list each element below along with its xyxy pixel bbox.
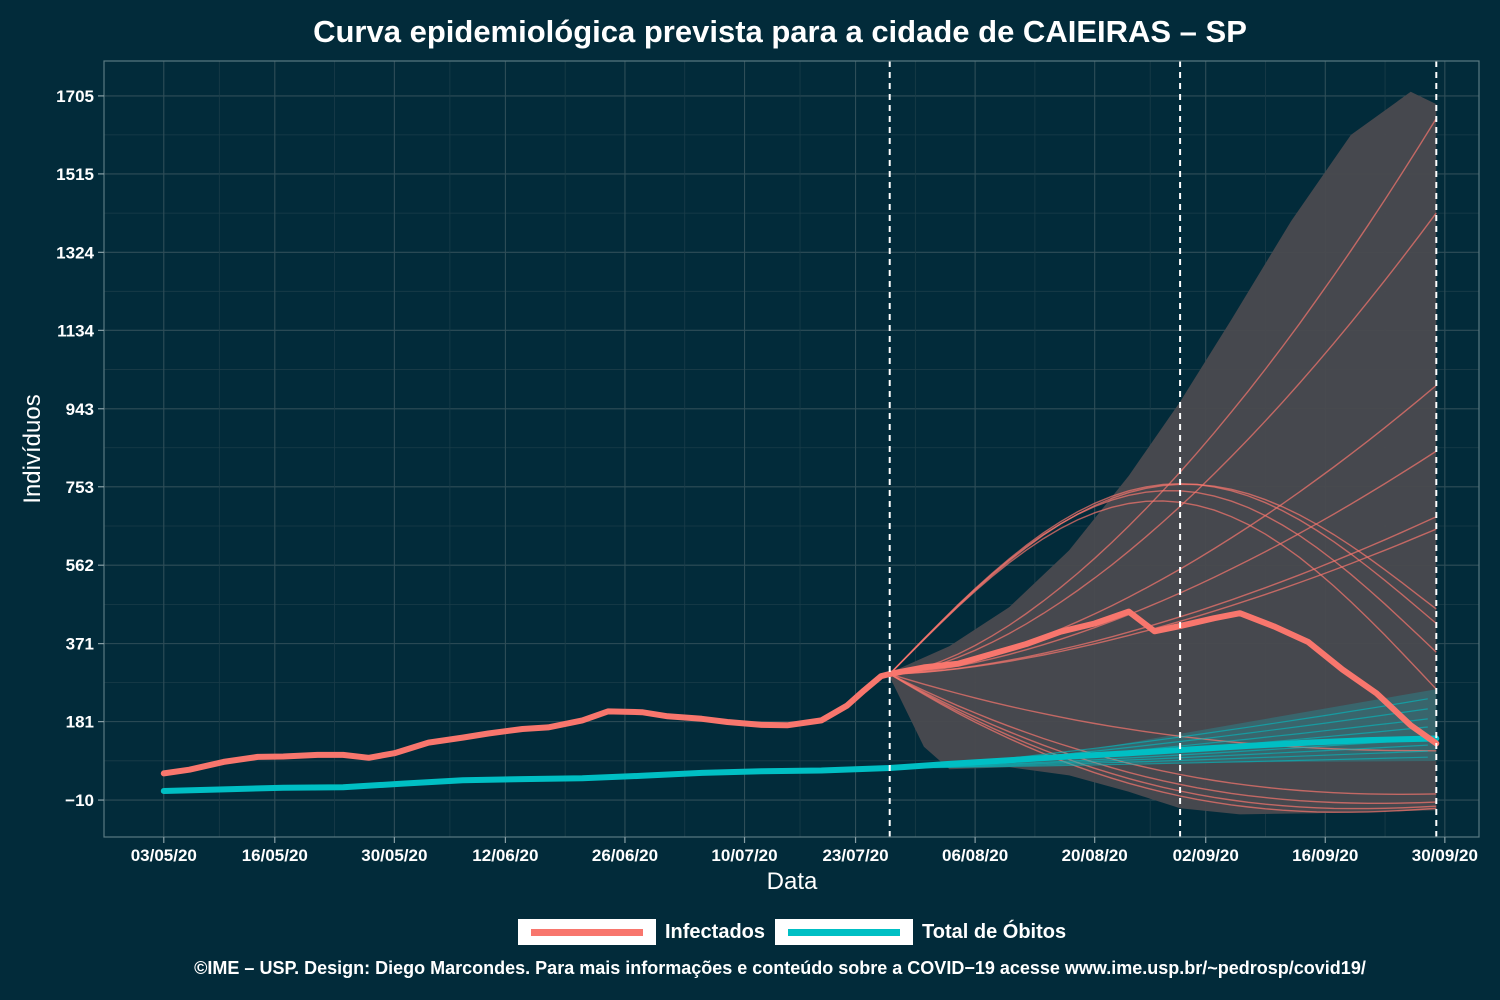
x-tick-label: 26/06/20 — [592, 846, 658, 865]
y-tick-label: 1705 — [56, 87, 94, 106]
infected-scenario-line — [889, 673, 1437, 810]
legend-key-infected — [518, 919, 656, 945]
infected-scenario-line — [889, 673, 1437, 804]
y-axis-title: Indivíduos — [19, 394, 46, 503]
y-tick-label: 753 — [66, 478, 94, 497]
y-tick-label: 562 — [66, 556, 94, 575]
y-tick-label: 1324 — [56, 243, 94, 262]
y-tick-label: 1515 — [56, 165, 94, 184]
y-tick-label: 181 — [66, 713, 94, 732]
infected-scenario-line — [889, 528, 1437, 675]
projection-bands — [889, 91, 1437, 815]
series-lines — [160, 608, 1440, 794]
y-tick-label: −10 — [65, 791, 94, 810]
legend-swatch-deaths — [788, 928, 901, 936]
legend-label-deaths: Total de Óbitos — [922, 920, 1067, 943]
legend-label-infected: Infectados — [665, 920, 766, 943]
x-tick-label: 16/09/20 — [1292, 846, 1358, 865]
infected-scenario-line — [889, 483, 1437, 675]
infected-scenario-line — [889, 212, 1437, 675]
infected-scenario-line — [889, 450, 1437, 675]
infected-scenario-line — [889, 673, 1437, 795]
y-tick-label: 1134 — [57, 321, 94, 340]
x-tick-label: 23/07/20 — [822, 846, 888, 865]
x-axis: 03/05/20 16/05/20 30/05/20 12/06/20 26/06/20… — [131, 837, 1478, 865]
infected-scenario-line — [889, 673, 1437, 813]
x-tick-label: 16/05/20 — [242, 846, 308, 865]
x-tick-label: 03/05/20 — [131, 846, 197, 865]
series-line-infected — [160, 608, 1440, 777]
x-tick-label: 12/06/20 — [472, 846, 538, 865]
reference-lines — [888, 61, 1438, 837]
infected-scenario-line — [889, 489, 1437, 675]
infected-scenario-line — [889, 500, 1437, 690]
x-tick-label: 06/08/20 — [942, 846, 1008, 865]
deaths-scenario-line — [889, 756, 1428, 769]
legend: Infectados Total de Óbitos — [518, 918, 1076, 946]
legend-item-deaths: Total de Óbitos — [775, 919, 1066, 945]
x-tick-label: 02/09/20 — [1173, 846, 1239, 865]
footer-credit: ©IME – USP. Design: Diego Marcondes. Par… — [194, 958, 1366, 978]
y-tick-label: 371 — [66, 635, 94, 654]
y-tick-label: 943 — [66, 400, 94, 419]
series-line-deaths — [160, 735, 1440, 794]
legend-swatch-infected — [531, 928, 643, 936]
y-axis: −10 181 371 562 753 943 1134 1324 1515 1705 — [56, 87, 104, 810]
deaths-scenario-line — [889, 744, 1428, 769]
chart-title: Curva epidemiológica prevista para a cid… — [313, 14, 1247, 49]
x-axis-title: Data — [767, 868, 818, 895]
x-tick-label: 30/05/20 — [361, 846, 427, 865]
legend-item-infected: Infectados — [518, 919, 765, 945]
x-tick-label: 20/08/20 — [1062, 846, 1128, 865]
x-tick-label: 30/09/20 — [1412, 846, 1478, 865]
legend-key-deaths — [775, 919, 914, 945]
x-tick-label: 10/07/20 — [711, 846, 777, 865]
infected-projection-band — [889, 91, 1437, 815]
scenario-lines — [889, 118, 1437, 813]
infected-scenario-line — [889, 516, 1437, 675]
panel-border — [103, 60, 1480, 838]
